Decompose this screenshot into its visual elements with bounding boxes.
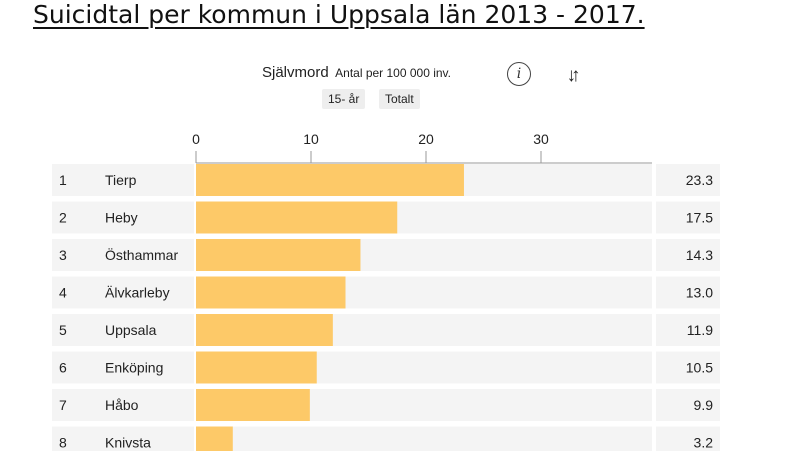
info-icon[interactable]: i xyxy=(507,62,531,86)
value-label: 23.3 xyxy=(686,172,713,188)
rank-label: 5 xyxy=(59,322,67,338)
category-label: Tierp xyxy=(105,172,137,188)
value-cell-background xyxy=(656,239,720,271)
value-cell-background xyxy=(656,201,720,234)
bar xyxy=(196,351,317,384)
value-cell-background xyxy=(656,276,720,309)
metric-label: Självmord xyxy=(262,64,329,81)
category-label: Heby xyxy=(105,210,138,226)
bar xyxy=(196,389,310,421)
rank-label: 1 xyxy=(59,172,67,188)
value-cell-background xyxy=(656,351,720,384)
bar xyxy=(196,239,361,271)
value-label: 14.3 xyxy=(686,247,713,263)
value-label: 9.9 xyxy=(694,397,714,413)
category-label: Uppsala xyxy=(105,322,157,338)
value-cell-background xyxy=(656,426,720,451)
category-label: Knivsta xyxy=(105,435,151,451)
filter-tag-total[interactable]: Totalt xyxy=(379,89,420,109)
row-label-background xyxy=(52,276,194,309)
rank-label: 8 xyxy=(59,435,67,451)
rank-label: 7 xyxy=(59,397,67,413)
bar xyxy=(196,314,333,346)
row-label-background xyxy=(52,314,194,346)
x-tick-label: 0 xyxy=(192,131,200,147)
category-label: Älvkarleby xyxy=(105,285,170,301)
sort-icon[interactable]: ↓↑ xyxy=(566,65,581,86)
rank-label: 2 xyxy=(59,210,67,226)
x-tick-label: 10 xyxy=(303,131,319,147)
filter-tag-age[interactable]: 15- år xyxy=(322,89,366,109)
value-cell-background xyxy=(656,389,720,421)
category-label: Östhammar xyxy=(105,246,178,263)
rank-label: 3 xyxy=(59,247,67,263)
unit-label: Antal per 100 000 inv. xyxy=(335,66,451,80)
row-label-background xyxy=(52,239,194,271)
value-label: 11.9 xyxy=(687,322,713,338)
x-tick-label: 20 xyxy=(418,131,434,147)
row-background xyxy=(196,426,652,451)
bar xyxy=(196,164,464,196)
row-label-background xyxy=(52,201,194,234)
row-label-background xyxy=(52,164,194,196)
value-label: 10.5 xyxy=(686,360,713,376)
value-cell-background xyxy=(656,164,720,196)
value-cell-background xyxy=(656,314,720,346)
category-label: Håbo xyxy=(105,397,139,413)
bar xyxy=(196,276,346,309)
bar xyxy=(196,201,398,234)
row-label-background xyxy=(52,426,194,451)
rank-label: 6 xyxy=(59,360,67,376)
value-label: 3.2 xyxy=(694,435,714,451)
category-label: Enköping xyxy=(105,360,163,376)
row-label-background xyxy=(52,389,194,421)
row-label-background xyxy=(52,351,194,384)
rank-label: 4 xyxy=(59,285,67,301)
value-label: 17.5 xyxy=(686,210,713,226)
value-label: 13.0 xyxy=(686,285,713,301)
x-tick-label: 30 xyxy=(533,131,549,147)
bar xyxy=(196,426,233,451)
chart-header: Självmord Antal per 100 000 inv. xyxy=(262,64,451,82)
page-title: Suicidtal per kommun i Uppsala län 2013 … xyxy=(33,0,645,29)
